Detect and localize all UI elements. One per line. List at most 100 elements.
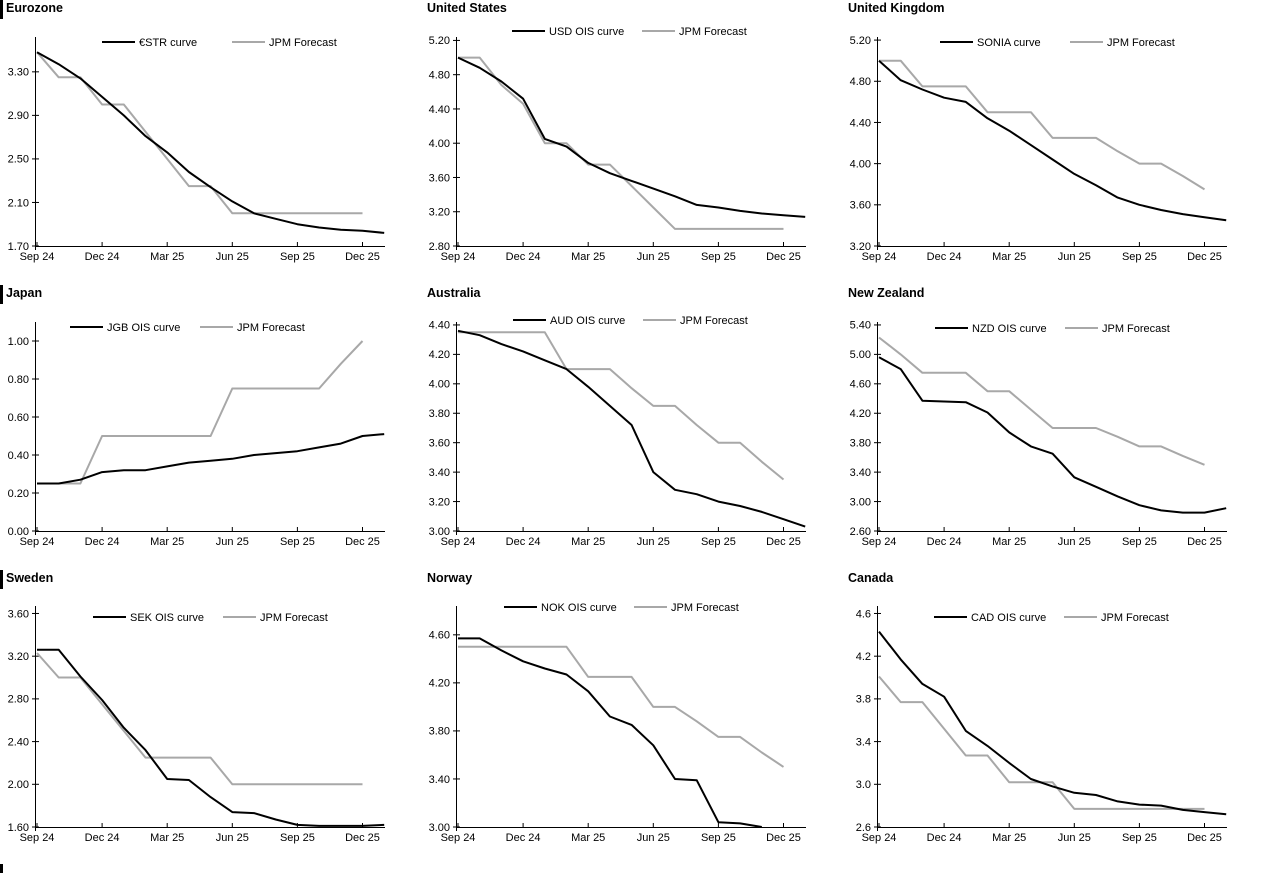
- y-tick-label: 4.6: [856, 608, 871, 620]
- chart-panel-australia: Australia 3.00 3.20 3.40 3.60 3.80 4.00 4.20 4.…: [421, 285, 842, 570]
- chart-title: Australia: [427, 286, 481, 300]
- axes: [456, 322, 806, 535]
- x-axis-ticks: Sep 24 Dec 24 Mar 25 Jun 25 Sep 25 Dec 25: [862, 527, 1222, 548]
- series-lines: [457, 56, 806, 230]
- section-bar: [0, 0, 3, 19]
- x-tick-label: Dec 25: [1187, 832, 1222, 844]
- y-tick-label: 3.00: [429, 822, 450, 834]
- chart-canvas: 2.60 3.00 3.40 3.80 4.20 4.60 5.00 5.40 Sep 24 De…: [850, 320, 1227, 548]
- x-tick-label: Mar 25: [150, 251, 184, 263]
- x-tick-label: Mar 25: [992, 251, 1026, 263]
- chart-canvas: 1.70 2.10 2.50 2.90 3.30 Sep 24 Dec 24 Mar 25 Ju…: [8, 37, 385, 263]
- y-tick-label: 2.00: [8, 779, 29, 791]
- chart-title: Sweden: [6, 571, 54, 585]
- x-tick-label: Sep 24: [862, 832, 897, 844]
- x-axis-ticks: Sep 24 Dec 24 Mar 25 Jun 25 Sep 25 Dec 25: [441, 527, 801, 548]
- x-tick-label: Sep 25: [280, 251, 315, 263]
- x-tick-label: Jun 25: [216, 251, 249, 263]
- chart-panel-sweden: Sweden 1.60 2.00 2.40 2.80 3.20 3.60 Sep 24 Dec…: [0, 570, 421, 873]
- chart-canvas: 3.00 3.40 3.80 4.20 4.60 Sep 24 Dec 24 Mar 25 Ju…: [429, 602, 806, 844]
- y-tick-label: 0.20: [8, 488, 29, 500]
- y-tick-label: 4.80: [429, 69, 450, 81]
- y-tick-label: 4.20: [429, 349, 450, 361]
- series-line-curve: [878, 59, 1227, 222]
- y-tick-label: 3.20: [429, 207, 450, 219]
- y-tick-label: 5.20: [850, 35, 871, 47]
- y-tick-label: 4.80: [850, 76, 871, 88]
- series-line-curve: [458, 637, 762, 828]
- legend-label: USD OIS curve: [549, 26, 624, 38]
- y-tick-label: 4.00: [429, 379, 450, 391]
- x-tick-label: Mar 25: [571, 832, 605, 844]
- x-axis-ticks: Sep 24 Dec 24 Mar 25 Jun 25 Sep 25 Dec 25: [20, 527, 380, 548]
- x-tick-label: Jun 25: [1058, 832, 1091, 844]
- legend: SONIA curve JPM Forecast: [940, 37, 1175, 49]
- legend-label: JPM Forecast: [1107, 37, 1175, 49]
- chart-canvas: 3.20 3.60 4.00 4.40 4.80 5.20 Sep 24 Dec 24 Mar …: [850, 35, 1227, 263]
- axes: [877, 606, 1227, 831]
- y-tick-label: 3.20: [429, 496, 450, 508]
- x-tick-label: Sep 25: [1122, 251, 1157, 263]
- y-tick-label: 1.60: [8, 822, 29, 834]
- x-tick-label: Sep 24: [441, 251, 476, 263]
- y-axis-ticks: 3.00 3.40 3.80 4.20 4.60: [429, 630, 460, 834]
- chart-panel-japan: Japan 0.00 0.20 0.40 0.60 0.80 1.00 Sep 24 Dec …: [0, 285, 421, 570]
- y-tick-label: 1.70: [8, 241, 29, 253]
- x-tick-label: Mar 25: [571, 251, 605, 263]
- legend-label: AUD OIS curve: [550, 315, 625, 327]
- series-line-forecast: [458, 331, 785, 481]
- y-axis-ticks: 3.20 3.60 4.00 4.40 4.80 5.20: [850, 35, 881, 253]
- legend-label: CAD OIS curve: [971, 612, 1046, 624]
- series-lines: [36, 51, 385, 234]
- section-bar: [0, 570, 3, 589]
- y-tick-label: 3.80: [429, 726, 450, 738]
- y-tick-label: 4.00: [429, 138, 450, 150]
- chart-title: United States: [427, 1, 507, 15]
- axes: [877, 322, 1227, 535]
- y-tick-label: 2.6: [856, 822, 871, 834]
- y-tick-label: 4.00: [850, 158, 871, 170]
- y-tick-label: 3.00: [429, 526, 450, 538]
- legend: USD OIS curve JPM Forecast: [512, 26, 747, 38]
- series-line-forecast: [458, 56, 784, 230]
- chart-panel-united-states: United States 2.80 3.20 3.60 4.00 4.40 4.80 5.…: [421, 0, 842, 285]
- x-tick-label: Dec 24: [927, 832, 962, 844]
- chart-canvas: 1.60 2.00 2.40 2.80 3.20 3.60 Sep 24 Dec 24 Mar …: [8, 606, 385, 844]
- legend-label: JPM Forecast: [237, 322, 305, 334]
- x-tick-label: Sep 25: [1122, 832, 1157, 844]
- y-tick-label: 3.20: [8, 651, 29, 663]
- y-axis-ticks: 2.60 3.00 3.40 3.80 4.20 4.60 5.00 5.40: [850, 320, 881, 538]
- x-tick-label: Dec 25: [345, 832, 380, 844]
- legend-label: NOK OIS curve: [541, 602, 617, 614]
- y-axis-ticks: 1.60 2.00 2.40 2.80 3.20 3.60: [8, 608, 39, 834]
- chart-title: Eurozone: [6, 1, 63, 15]
- axes: [35, 322, 385, 535]
- axes: [35, 606, 385, 831]
- x-axis-ticks: Sep 24 Dec 24 Mar 25 Jun 25 Sep 25 Dec 25: [441, 242, 801, 263]
- chart-canvas: 3.00 3.20 3.40 3.60 3.80 4.00 4.20 4.40 Sep 24 De…: [429, 315, 806, 548]
- y-tick-label: 3.40: [429, 467, 450, 479]
- chart-title: United Kingdom: [848, 1, 945, 15]
- y-tick-label: 3.60: [8, 608, 29, 620]
- y-axis-ticks: 2.80 3.20 3.60 4.00 4.40 4.80 5.20: [429, 35, 460, 253]
- series-line-curve: [37, 648, 385, 827]
- y-tick-label: 2.50: [8, 154, 29, 166]
- axes: [35, 37, 385, 250]
- series-line-forecast: [878, 336, 1205, 466]
- y-tick-label: 3.40: [429, 774, 450, 786]
- x-tick-label: Sep 24: [862, 251, 897, 263]
- y-tick-label: 3.8: [856, 694, 871, 706]
- y-tick-label: 3.20: [850, 241, 871, 253]
- y-axis-ticks: 1.70 2.10 2.50 2.90 3.30: [8, 67, 39, 253]
- legend-label: JPM Forecast: [679, 26, 747, 38]
- legend-label: JPM Forecast: [671, 602, 739, 614]
- x-tick-label: Sep 25: [1122, 536, 1157, 548]
- x-tick-label: Dec 24: [85, 832, 120, 844]
- chart-panel-eurozone: Eurozone 1.70 2.10 2.50 2.90 3.30 Sep 24 Dec 2…: [0, 0, 421, 285]
- y-tick-label: 2.90: [8, 110, 29, 122]
- series-line-curve: [878, 630, 1227, 816]
- legend-label: JGB OIS curve: [107, 322, 180, 334]
- y-tick-label: 3.60: [429, 172, 450, 184]
- y-tick-label: 3.4: [856, 736, 871, 748]
